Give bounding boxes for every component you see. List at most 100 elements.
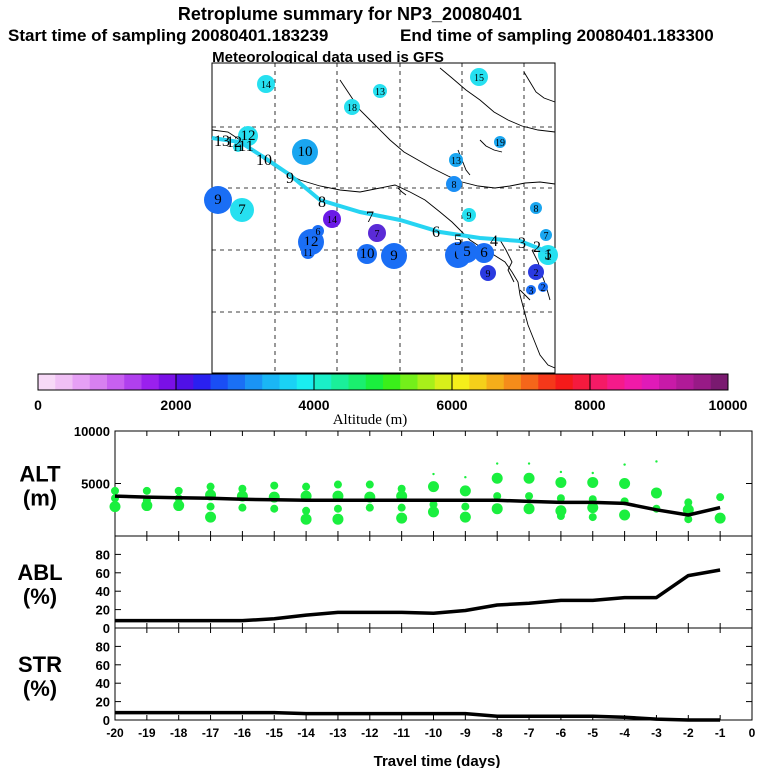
map-point-label: 10 — [360, 246, 375, 262]
x-tick-label: -15 — [266, 726, 284, 740]
map-point-label: 5 — [463, 244, 471, 260]
panel-frame — [114, 627, 753, 721]
spread-point — [588, 513, 597, 522]
spread-point — [587, 476, 599, 488]
map-point-label: 3 — [529, 286, 534, 297]
map-point-label: 15 — [474, 73, 484, 84]
map-point-label: 13 — [451, 156, 461, 167]
spread-point — [302, 482, 311, 491]
y-axis-label-line: ABL — [17, 560, 62, 585]
map-point-marker — [480, 265, 496, 281]
spread-point — [587, 502, 599, 514]
colorbar-cell — [193, 374, 211, 390]
map-point-marker — [368, 224, 386, 242]
map-point-label: 9 — [214, 192, 222, 208]
spread-point — [496, 462, 499, 465]
spread-point — [655, 460, 658, 463]
map-track-line — [211, 136, 549, 254]
map-point-marker — [238, 126, 258, 146]
start-time-label: Start time of sampling 20080401.183239 — [8, 26, 328, 45]
colorbar-cell — [38, 374, 56, 390]
y-axis-label-line: STR — [18, 652, 62, 677]
y-tick-label: 40 — [96, 676, 110, 691]
spread-point — [714, 512, 726, 524]
spread-point — [464, 476, 467, 479]
colorbar-cell — [331, 374, 349, 390]
spread-point — [523, 472, 535, 484]
colorbar-cell — [417, 374, 436, 390]
colorbar-cell — [55, 374, 73, 390]
colorbar-cell — [365, 374, 384, 390]
y-tick-label: 20 — [96, 695, 110, 710]
spread-point — [270, 504, 279, 513]
altitude-colorbar: 0 2000 4000 6000 8000 10000 Altitude (m) — [34, 373, 748, 428]
spread-point — [619, 509, 631, 521]
x-tick-label: -9 — [460, 726, 471, 740]
met-data-label: Meteorological data used is GFS — [212, 49, 444, 66]
map-point-label: 8 — [452, 180, 457, 191]
colorbar-cell — [176, 374, 194, 390]
colorbar-cell — [141, 374, 160, 390]
spread-point — [333, 504, 342, 513]
colorbar-cell — [538, 374, 556, 390]
map-track-label: 1 — [544, 247, 552, 264]
spread-point — [429, 500, 438, 509]
end-time-label: End time of sampling 20080401.183300 — [400, 26, 714, 45]
map-point-label: 6 — [316, 227, 321, 238]
colorbar-ticks: 0 2000 4000 6000 8000 10000 — [34, 374, 748, 413]
spread-point — [365, 503, 374, 512]
spread-point — [650, 487, 662, 499]
x-tick-label: -2 — [683, 726, 694, 740]
y-tick-label: 0 — [103, 713, 110, 728]
y-tick-label: 80 — [96, 639, 110, 654]
spread-point — [461, 502, 470, 511]
y-tick-label: 40 — [96, 584, 110, 599]
colorbar-cell — [572, 374, 591, 390]
colorbar-tick-label: 10000 — [709, 397, 748, 413]
map-point-label: 9 — [390, 248, 398, 264]
x-tick-label: -5 — [587, 726, 598, 740]
colorbar-cell — [89, 374, 108, 390]
colorbar-cell — [245, 374, 263, 390]
colorbar-cell — [641, 374, 660, 390]
x-tick-label: -17 — [202, 726, 220, 740]
colorbar-cell — [348, 374, 367, 390]
colorbar-tick-label: 6000 — [436, 397, 467, 413]
y-tick-label: 60 — [96, 658, 110, 673]
spread-point — [591, 471, 594, 475]
x-tick-label: -13 — [329, 726, 347, 740]
colorbar-cell — [400, 374, 418, 390]
spread-point — [527, 462, 531, 465]
map-point-marker — [301, 245, 315, 259]
colorbar-cell — [124, 374, 142, 390]
colorbar-cell — [710, 374, 729, 390]
spread-point — [493, 492, 502, 501]
colorbar-cell — [452, 374, 470, 390]
spread-point — [396, 512, 408, 524]
map-point-label: 8 — [534, 204, 539, 215]
map-point-marker — [204, 186, 232, 214]
spread-point — [684, 498, 693, 507]
spread-point — [459, 485, 471, 497]
x-tick-label: -10 — [425, 726, 443, 740]
colorbar-cell — [158, 374, 177, 390]
colorbar-cell — [521, 374, 539, 390]
colorbar-cell — [210, 374, 229, 390]
map-point-marker — [344, 99, 360, 115]
abl-panel: 0 20 40 60 80 ABL(%) — [17, 535, 753, 636]
figure-title: Retroplume summary for NP3_20080401 — [178, 4, 522, 24]
map-point-label: 18 — [347, 103, 357, 114]
spread-point — [623, 463, 626, 466]
map-point-marker — [540, 229, 552, 241]
y-axis-label-line: ALT — [19, 462, 61, 487]
y-axis-label-line: (m) — [23, 486, 57, 511]
map-point-label: 14 — [261, 80, 271, 91]
colorbar-cell — [296, 374, 315, 390]
spread-point — [556, 512, 565, 521]
x-tick-label: -3 — [651, 726, 662, 740]
spread-point — [238, 484, 247, 493]
colorbar-cell — [693, 374, 712, 390]
colorbar-cell — [279, 374, 298, 390]
